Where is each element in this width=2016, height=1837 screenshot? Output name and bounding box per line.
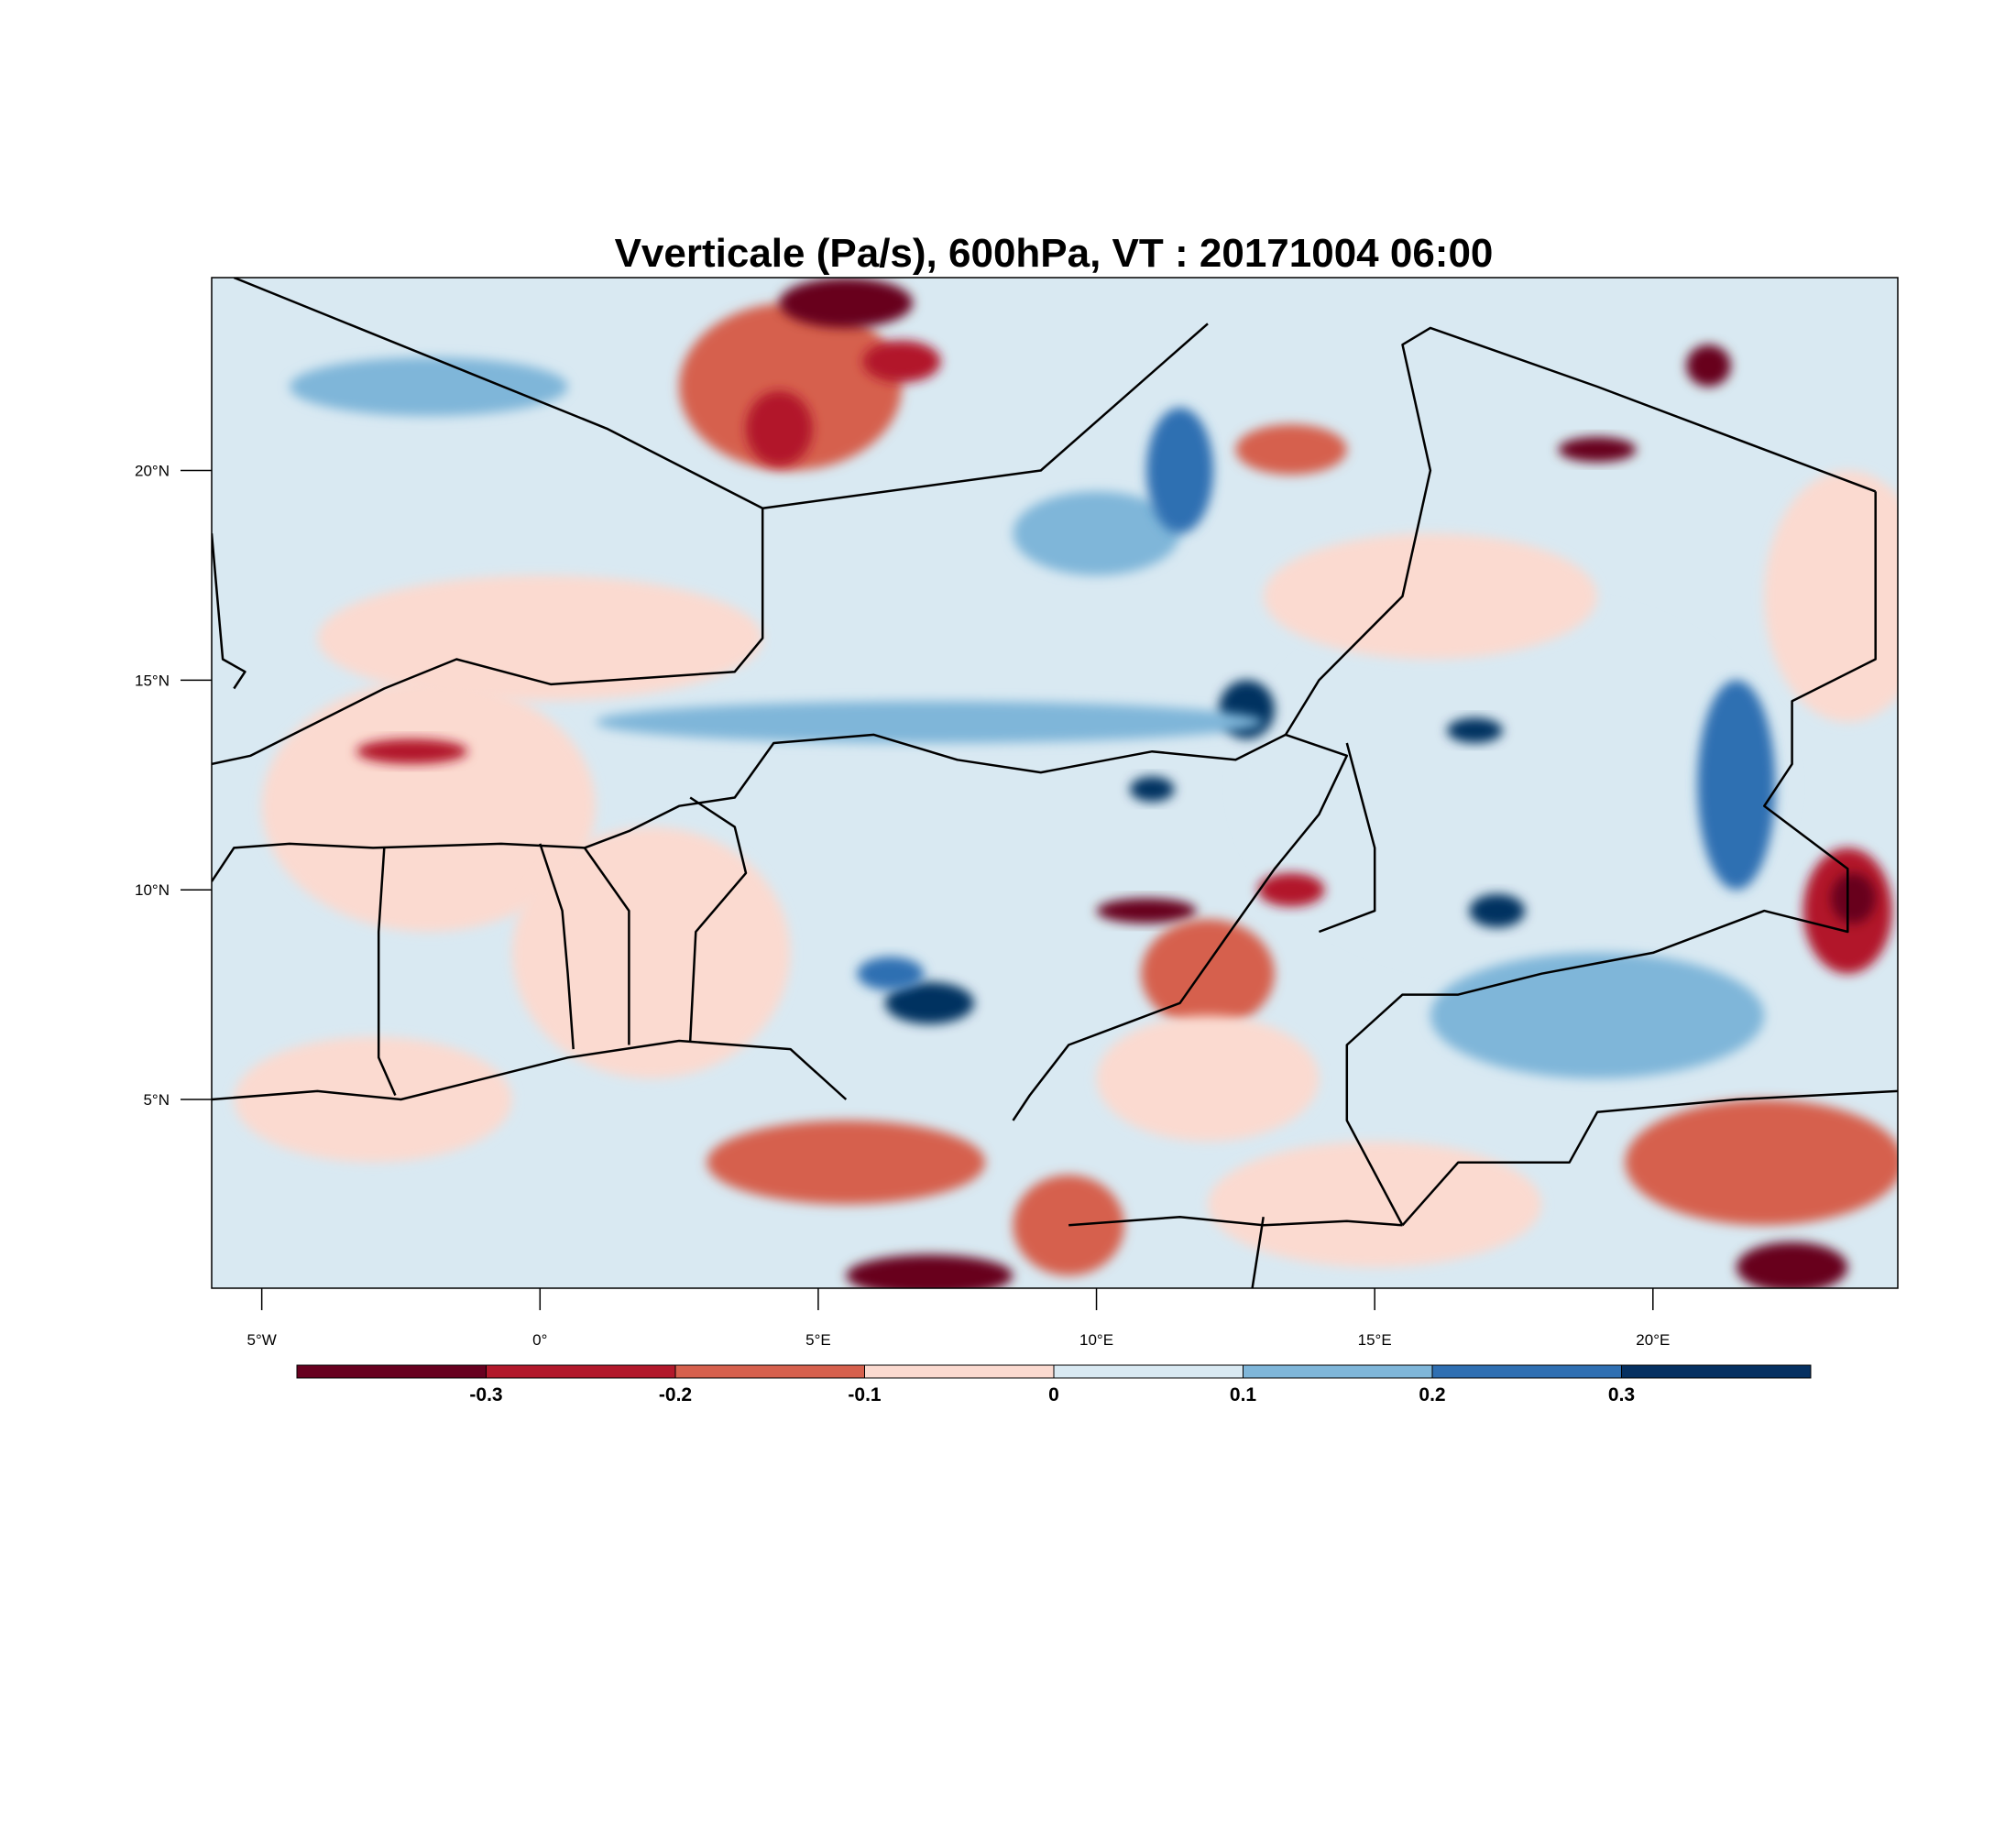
field-region: [1013, 1175, 1124, 1276]
colorbar-label: 0.2: [1419, 1384, 1445, 1405]
field-region: [596, 701, 1264, 744]
colorbar-label: 0.1: [1230, 1384, 1257, 1405]
colorbar-label: 0: [1048, 1384, 1059, 1405]
country-border: [1401, 1089, 1898, 1227]
lat-tick-label: 20°N: [135, 463, 170, 480]
field-region: [1625, 1099, 1898, 1226]
country-border: [212, 533, 247, 690]
lon-tick-label: 5°W: [247, 1331, 276, 1349]
lon-tick-label: 0°: [532, 1331, 547, 1349]
country-border: [1345, 491, 1877, 1226]
field-region: [1096, 898, 1197, 924]
colorbar-swatch: [1621, 1364, 1812, 1379]
field-region: [1736, 1241, 1848, 1288]
field-region: [261, 680, 597, 932]
map-title: Vverticale (Pa/s), 600hPa, VT : 20171004…: [614, 231, 1494, 276]
field-region: [1207, 1141, 1542, 1268]
colorbar-swatch: [296, 1364, 487, 1379]
colorbar-label: -0.1: [848, 1384, 882, 1405]
field-region: [1686, 344, 1731, 387]
map-axes: 5°W 0° 5°E 10°E 15°E 20°E 5°N 10°N 15°N 20°N: [135, 463, 1670, 1349]
field-region: [356, 738, 468, 764]
colorbar-label: 0.3: [1608, 1384, 1635, 1405]
field-region: [857, 957, 925, 991]
country-border: [212, 1039, 848, 1101]
field-region: [779, 278, 914, 328]
country-border: [1012, 733, 1349, 1121]
field-region: [745, 390, 813, 466]
colorbar-swatch: [864, 1364, 1055, 1379]
lon-tick-label: 10°E: [1079, 1331, 1113, 1349]
field-region: [1013, 491, 1180, 575]
field-region: [1430, 952, 1765, 1079]
plot-frame: [211, 277, 1899, 1289]
field-region: [1697, 680, 1776, 891]
field-region: [1096, 1015, 1320, 1142]
vertical-velocity-field: [234, 278, 1898, 1288]
country-border: [1318, 742, 1376, 934]
field-region: [1831, 872, 1876, 924]
country-border: [1251, 1217, 1265, 1288]
field-region: [679, 302, 903, 471]
lon-tick-label: 5°E: [805, 1331, 831, 1349]
lat-tick-label: 5°N: [143, 1091, 170, 1109]
country-border: [1284, 326, 1877, 736]
field-region: [511, 826, 791, 1079]
country-border: [539, 843, 575, 1050]
country-border: [688, 796, 748, 1042]
field-region: [862, 340, 941, 383]
colorbar-swatch: [1431, 1364, 1622, 1379]
field-region: [1764, 470, 1898, 723]
field-region: [1558, 436, 1637, 463]
field-region: [707, 1120, 986, 1205]
colorbar-swatch: [486, 1364, 676, 1379]
lon-tick-label: 15°E: [1358, 1331, 1392, 1349]
field-region: [1469, 893, 1526, 928]
field-region: [1146, 407, 1214, 534]
colorbar-swatch: [1053, 1364, 1244, 1379]
field-region: [1141, 919, 1275, 1029]
colorbar-label: -0.2: [659, 1384, 692, 1405]
colorbar: -0.3 -0.2 -0.1 0 0.1 0.2 0.3: [296, 1364, 1812, 1405]
colorbar-label: -0.3: [469, 1384, 502, 1405]
country-border: [1068, 1215, 1403, 1227]
field-region: [1257, 872, 1325, 907]
country-border: [212, 508, 764, 766]
lon-tick-label: 20°E: [1636, 1331, 1670, 1349]
field-region: [846, 1254, 1013, 1288]
lat-tick-label: 15°N: [135, 672, 170, 689]
colorbar-swatch: [674, 1364, 865, 1379]
field-region: [290, 356, 568, 417]
lat-tick-label: 10°N: [135, 881, 170, 899]
country-border: [212, 733, 1287, 882]
field-region: [234, 1036, 512, 1163]
field-region: [1263, 533, 1598, 660]
field-region: [1447, 717, 1503, 744]
country-border: [583, 847, 630, 1045]
field-region: [1235, 424, 1347, 476]
field-region: [884, 981, 974, 1024]
country-borders: [212, 278, 1898, 1288]
colorbar-swatch: [1243, 1364, 1433, 1379]
field-region: [1129, 776, 1175, 803]
country-border: [377, 847, 397, 1097]
